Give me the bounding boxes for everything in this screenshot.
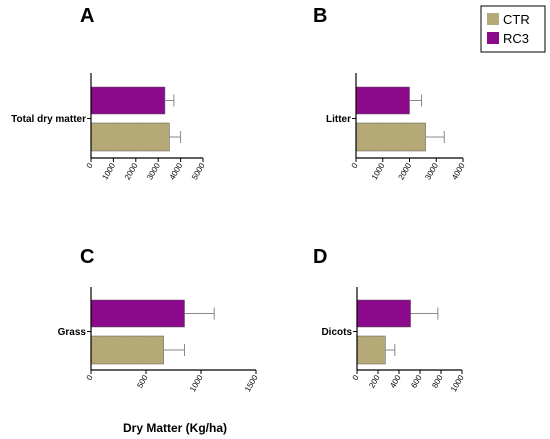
panel-letter-d: D — [313, 246, 327, 268]
x-axis-label: Dry Matter (Kg/ha) — [123, 421, 227, 435]
x-tick-label-b: 0 — [350, 161, 360, 170]
x-tick-label-a: 4000 — [168, 161, 185, 181]
bar-ctr-a — [90, 122, 170, 152]
panel-letter-b: B — [313, 5, 327, 27]
x-tick-label-d: 600 — [409, 373, 424, 390]
bar-rc3-a — [90, 86, 166, 115]
category-label-c: Grass — [58, 327, 87, 338]
panel-c: C Grass 0 500 1000 1500 — [58, 246, 260, 393]
bar-ctr-d — [356, 335, 386, 365]
x-tick-label-d: 400 — [388, 373, 403, 390]
x-tick-label-b: 3000 — [423, 161, 440, 181]
x-tick-label-d: 800 — [430, 373, 445, 390]
legend: CTR RC3 — [480, 5, 546, 53]
x-tick-label-a: 2000 — [123, 161, 140, 181]
category-label-d: Dicots — [321, 327, 352, 338]
bar-rc3-b — [355, 86, 410, 115]
x-tick-label-b: 4000 — [450, 161, 467, 181]
x-tick-label-c: 1500 — [243, 373, 260, 393]
legend-label-ctr: CTR — [503, 12, 530, 27]
x-tick-label-d: 0 — [351, 373, 361, 382]
x-tick-label-c: 0 — [85, 373, 95, 382]
bar-rc3-c — [90, 299, 185, 328]
bar-ctr-c — [90, 335, 164, 365]
legend-swatch-ctr — [487, 13, 499, 25]
x-tick-label-c: 1000 — [188, 373, 205, 393]
legend-label-rc3: RC3 — [503, 31, 529, 46]
bar-rc3-d — [356, 299, 411, 328]
panel-b: B Litter 0 1000 2000 3000 4000 — [313, 5, 467, 181]
x-tick-label-a: 5000 — [190, 161, 207, 181]
panel-letter-a: A — [80, 5, 94, 27]
x-tick-label-a: 1000 — [100, 161, 117, 181]
legend-frame — [480, 5, 546, 53]
x-tick-label-d: 200 — [367, 373, 382, 390]
bar-ctr-b — [355, 122, 426, 152]
x-tick-label-d: 1000 — [449, 373, 466, 393]
panel-letter-c: C — [80, 246, 94, 268]
x-tick-label-a: 3000 — [145, 161, 162, 181]
x-tick-label-a: 0 — [85, 161, 95, 170]
legend-swatch-rc3 — [487, 32, 499, 44]
category-label-b: Litter — [326, 114, 351, 125]
x-tick-label-c: 500 — [135, 373, 150, 390]
x-tick-label-b: 2000 — [397, 161, 414, 181]
panel-d: D Dicots 0 200 400 600 800 1000 — [313, 246, 466, 393]
category-label-a: Total dry matter — [11, 114, 86, 125]
x-tick-label-b: 1000 — [370, 161, 387, 181]
panel-a: A Total dry matter 0 1000 2000 3000 4000 5000 — [11, 5, 207, 181]
